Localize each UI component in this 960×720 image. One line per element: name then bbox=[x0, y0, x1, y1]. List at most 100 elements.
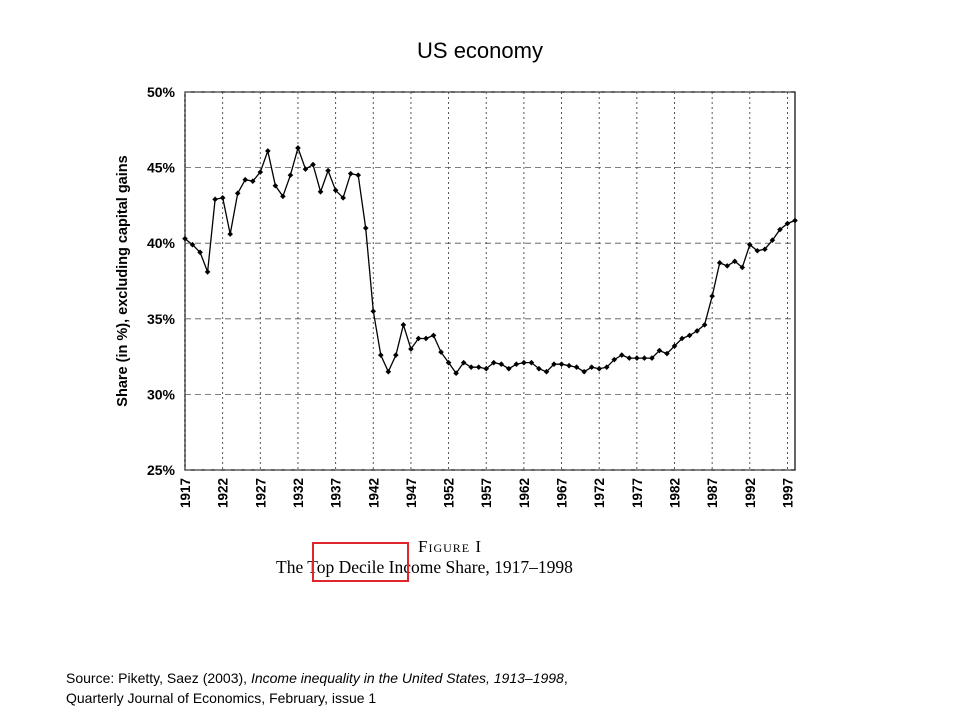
data-point bbox=[769, 237, 776, 243]
plot-area bbox=[184, 91, 796, 471]
data-point bbox=[679, 335, 685, 342]
x-tick-label: 1997 bbox=[780, 478, 795, 508]
data-point bbox=[272, 182, 279, 189]
data-point bbox=[212, 196, 218, 203]
data-point bbox=[513, 361, 520, 367]
data-point bbox=[709, 293, 715, 299]
data-point bbox=[724, 263, 731, 269]
data-point bbox=[204, 269, 211, 275]
data-point bbox=[483, 365, 490, 372]
data-point bbox=[656, 347, 663, 354]
data-point bbox=[423, 335, 429, 342]
data-point bbox=[408, 346, 414, 352]
data-point bbox=[280, 193, 286, 200]
data-point bbox=[234, 190, 241, 197]
data-point bbox=[649, 355, 655, 361]
data-point bbox=[347, 170, 354, 177]
x-tick-label: 1947 bbox=[404, 478, 419, 508]
data-point bbox=[355, 172, 362, 178]
data-point bbox=[197, 249, 203, 256]
data-markers bbox=[182, 145, 798, 377]
slide-title: US economy bbox=[417, 38, 543, 63]
data-point bbox=[453, 370, 459, 377]
x-tick-label: 1942 bbox=[366, 478, 381, 508]
data-point bbox=[468, 364, 474, 370]
x-tick-label: 1957 bbox=[479, 478, 494, 508]
x-tick-label: 1937 bbox=[329, 478, 344, 508]
data-point bbox=[506, 365, 512, 372]
data-point bbox=[701, 322, 708, 328]
data-point bbox=[634, 355, 640, 361]
x-tick-label: 1987 bbox=[705, 478, 720, 508]
highlight-box bbox=[312, 542, 409, 582]
data-point bbox=[747, 241, 753, 248]
figure-caption: The Top Decile Income Share, 1917–1998 bbox=[276, 557, 573, 577]
data-point bbox=[536, 365, 542, 372]
y-tick-label: 25% bbox=[147, 462, 176, 478]
data-point bbox=[460, 359, 467, 366]
caption-post: Income Share, 1917–1998 bbox=[384, 557, 573, 577]
x-tick-label: 1992 bbox=[743, 478, 758, 508]
data-point bbox=[566, 362, 572, 369]
data-point bbox=[739, 264, 746, 271]
data-point bbox=[317, 188, 324, 195]
x-tick-label: 1982 bbox=[668, 478, 683, 508]
x-tick-label: 1972 bbox=[592, 478, 607, 508]
data-point bbox=[573, 364, 580, 370]
y-tick-labels: 25% 30% 35% 40% 45% 50% bbox=[147, 84, 176, 478]
caption-pre: The bbox=[276, 557, 307, 577]
data-point bbox=[302, 166, 309, 172]
data-point bbox=[731, 258, 738, 265]
data-point bbox=[626, 355, 633, 361]
data-point bbox=[310, 161, 316, 168]
data-point bbox=[227, 231, 233, 237]
data-point bbox=[430, 332, 437, 339]
grid bbox=[184, 91, 795, 471]
data-point bbox=[716, 260, 723, 266]
data-point bbox=[378, 352, 384, 358]
data-point bbox=[475, 364, 482, 370]
data-point bbox=[611, 356, 618, 363]
data-point bbox=[641, 355, 648, 361]
x-tick-label: 1952 bbox=[442, 478, 457, 508]
data-point bbox=[287, 172, 294, 178]
x-tick-label: 1917 bbox=[178, 478, 193, 508]
x-tick-labels: 1917 1922 1927 1932 1937 1942 1947 1952 1957 1962… bbox=[178, 478, 795, 508]
data-point bbox=[257, 169, 264, 175]
data-point bbox=[694, 328, 700, 334]
y-axis-label: Share (in %), excluding capital gains bbox=[115, 155, 131, 406]
data-point bbox=[498, 361, 505, 367]
y-tick-label: 45% bbox=[147, 160, 176, 176]
data-point bbox=[325, 167, 331, 174]
data-point bbox=[400, 322, 407, 328]
data-point bbox=[189, 241, 196, 248]
data-point bbox=[249, 178, 256, 185]
data-point bbox=[219, 195, 226, 201]
data-point bbox=[686, 332, 693, 339]
x-tick-label: 1967 bbox=[555, 478, 570, 508]
data-point bbox=[784, 220, 791, 227]
data-point bbox=[762, 246, 768, 253]
data-point bbox=[393, 352, 399, 358]
data-point bbox=[618, 352, 625, 358]
data-point bbox=[521, 359, 527, 366]
y-tick-label: 30% bbox=[147, 386, 176, 402]
data-point bbox=[528, 359, 535, 366]
y-tick-label: 40% bbox=[147, 235, 176, 251]
data-point bbox=[754, 247, 761, 254]
x-tick-label: 1922 bbox=[216, 478, 231, 508]
data-point bbox=[603, 364, 610, 370]
data-point bbox=[588, 364, 595, 370]
data-point bbox=[664, 350, 670, 357]
data-point bbox=[182, 235, 188, 242]
data-point bbox=[543, 368, 550, 375]
caption-highlight: Top Decile bbox=[307, 557, 384, 577]
data-point bbox=[340, 195, 346, 201]
data-point bbox=[581, 368, 587, 375]
source-suffix: , bbox=[563, 670, 568, 686]
y-tick-label: 35% bbox=[147, 311, 176, 327]
figure-label: Figure I bbox=[418, 537, 482, 556]
data-point bbox=[792, 217, 798, 224]
data-point bbox=[777, 226, 783, 233]
